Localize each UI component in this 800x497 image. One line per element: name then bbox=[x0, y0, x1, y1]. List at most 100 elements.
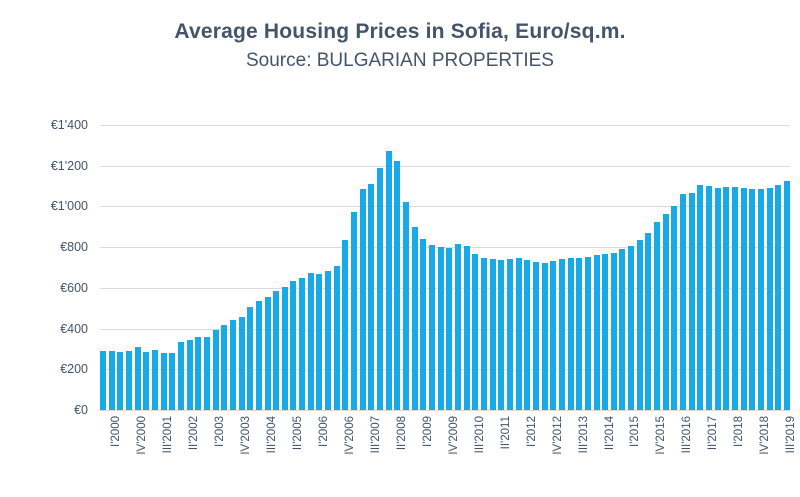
x-axis-tick-label: IV'2018 bbox=[759, 416, 772, 455]
x-axis-tick-label: II'2008 bbox=[395, 416, 408, 451]
x-axis-tick-label: I'2012 bbox=[525, 416, 538, 447]
x-axis-tick-label: I'2015 bbox=[629, 416, 642, 447]
x-axis-tick-label: I'2018 bbox=[733, 416, 746, 447]
bar-I'2007 bbox=[342, 240, 349, 410]
bar-III'2002 bbox=[186, 339, 193, 410]
chart-subtitle: Source: BULGARIAN PROPERTIES bbox=[246, 50, 554, 71]
bar-II'2008 bbox=[385, 151, 392, 410]
bar-II'2019 bbox=[766, 187, 773, 410]
bar-II'2002 bbox=[177, 341, 184, 410]
gridline bbox=[100, 125, 790, 126]
x-axis-tick-label: IV'2009 bbox=[447, 416, 460, 455]
bar-IV'2003 bbox=[229, 320, 236, 410]
bar-II'2000 bbox=[108, 350, 115, 410]
bar-IV'2010 bbox=[472, 254, 479, 410]
x-axis-tick-label: II'2005 bbox=[291, 416, 304, 451]
bar-IV'2012 bbox=[541, 263, 548, 410]
bar-IV'2004 bbox=[264, 297, 271, 410]
bar-IV'2016 bbox=[680, 194, 687, 410]
bar-I'2005 bbox=[273, 290, 280, 410]
x-axis-tick-label: III'2001 bbox=[161, 416, 174, 454]
bar-IV'2000 bbox=[125, 350, 132, 410]
bar-III'2009 bbox=[429, 245, 435, 410]
x-axis-tick-label: I'2000 bbox=[110, 416, 122, 447]
bar-III'2000 bbox=[117, 351, 124, 410]
x-axis-tick-label: I'2006 bbox=[317, 416, 330, 447]
x-axis-tick-label: II'2014 bbox=[603, 416, 616, 451]
x-axis-tick-label: III'2004 bbox=[265, 416, 278, 454]
gridline bbox=[100, 165, 790, 167]
bar-III'2012 bbox=[532, 262, 539, 410]
bar-IV'2013 bbox=[576, 258, 583, 410]
bar-III'2013 bbox=[567, 257, 574, 410]
bar-I'2009 bbox=[411, 226, 418, 410]
x-axis-tick-label: II'2011 bbox=[499, 416, 512, 450]
bar-IV'2006 bbox=[333, 266, 340, 410]
bar-III'2014 bbox=[602, 253, 609, 410]
bar-III'2016 bbox=[671, 206, 678, 410]
bar-IV'2011 bbox=[506, 259, 513, 410]
bar-II'2003 bbox=[212, 329, 219, 410]
x-axis-tick-label: I'2003 bbox=[213, 416, 226, 447]
x-axis-tick-label: IV'2000 bbox=[135, 416, 148, 455]
x-axis-tick-label: II'2017 bbox=[707, 416, 720, 451]
bar-I'2000 bbox=[100, 350, 106, 410]
bar-III'2017 bbox=[706, 186, 713, 410]
gridline bbox=[100, 287, 790, 289]
bar-III'2004 bbox=[255, 301, 262, 410]
bar-I'2017 bbox=[688, 193, 695, 410]
bar-IV'2002 bbox=[195, 336, 202, 410]
bar-II'2012 bbox=[524, 260, 531, 410]
bar-II'2015 bbox=[628, 245, 635, 410]
x-axis-tick-label: IV'2003 bbox=[239, 416, 252, 455]
bar-IV'2008 bbox=[403, 202, 410, 410]
y-axis-tick-label: €1'000 bbox=[50, 199, 88, 214]
bar-II'2009 bbox=[420, 239, 427, 410]
x-axis-tick-label: IV'2015 bbox=[655, 416, 668, 455]
bar-IV'2005 bbox=[299, 277, 306, 410]
bar-II'2007 bbox=[351, 211, 358, 410]
bar-II'2004 bbox=[247, 307, 254, 410]
bar-I'2018 bbox=[723, 186, 730, 410]
bar-I'2002 bbox=[169, 353, 176, 410]
bar-I'2012 bbox=[515, 258, 522, 410]
bar-I'2015 bbox=[619, 249, 626, 410]
x-axis-tick-label: III'2007 bbox=[369, 416, 382, 454]
plot-area bbox=[100, 125, 790, 411]
bar-IV'2015 bbox=[645, 232, 652, 410]
bar-III'2001 bbox=[151, 349, 158, 410]
bar-IV'2019 bbox=[784, 180, 790, 410]
y-axis-tick-label: €0 bbox=[74, 403, 88, 417]
bar-III'2019 bbox=[775, 185, 782, 410]
bar-II'2016 bbox=[662, 213, 669, 410]
bar-I'2006 bbox=[307, 272, 314, 410]
bar-I'2013 bbox=[550, 261, 557, 410]
bar-I'2016 bbox=[654, 222, 661, 410]
x-axis-tick-label: III'2010 bbox=[473, 416, 486, 454]
bar-IV'2018 bbox=[749, 188, 756, 410]
bar-III'2007 bbox=[359, 189, 366, 410]
bar-III'2006 bbox=[325, 270, 332, 410]
x-axis-tick-label: IV'2012 bbox=[551, 416, 564, 455]
bar-II'2005 bbox=[281, 286, 288, 410]
bar-II'2001 bbox=[143, 351, 150, 410]
bar-I'2019 bbox=[758, 189, 765, 410]
bar-III'2011 bbox=[498, 259, 505, 410]
bar-IV'2007 bbox=[368, 184, 375, 410]
chart-title: Average Housing Prices in Sofia, Euro/sq… bbox=[174, 20, 626, 43]
x-axis-tick-label: IV'2006 bbox=[343, 416, 356, 455]
x-axis-tick-label: III'2016 bbox=[681, 416, 694, 454]
bar-III'2003 bbox=[221, 324, 228, 410]
y-axis-tick-label: €1'200 bbox=[50, 158, 88, 173]
bar-IV'2014 bbox=[610, 252, 617, 410]
bar-III'2015 bbox=[636, 240, 643, 410]
y-axis-tick-label: €1'400 bbox=[50, 118, 88, 132]
y-axis-tick-label: €200 bbox=[60, 362, 88, 377]
bar-IV'2001 bbox=[160, 353, 167, 410]
x-axis-tick-label: I'2009 bbox=[421, 416, 434, 447]
x-axis-tick-label: III'2019 bbox=[785, 416, 798, 454]
bar-IV'2017 bbox=[714, 187, 721, 410]
bar-I'2010 bbox=[446, 248, 453, 410]
bar-I'2014 bbox=[584, 256, 591, 410]
